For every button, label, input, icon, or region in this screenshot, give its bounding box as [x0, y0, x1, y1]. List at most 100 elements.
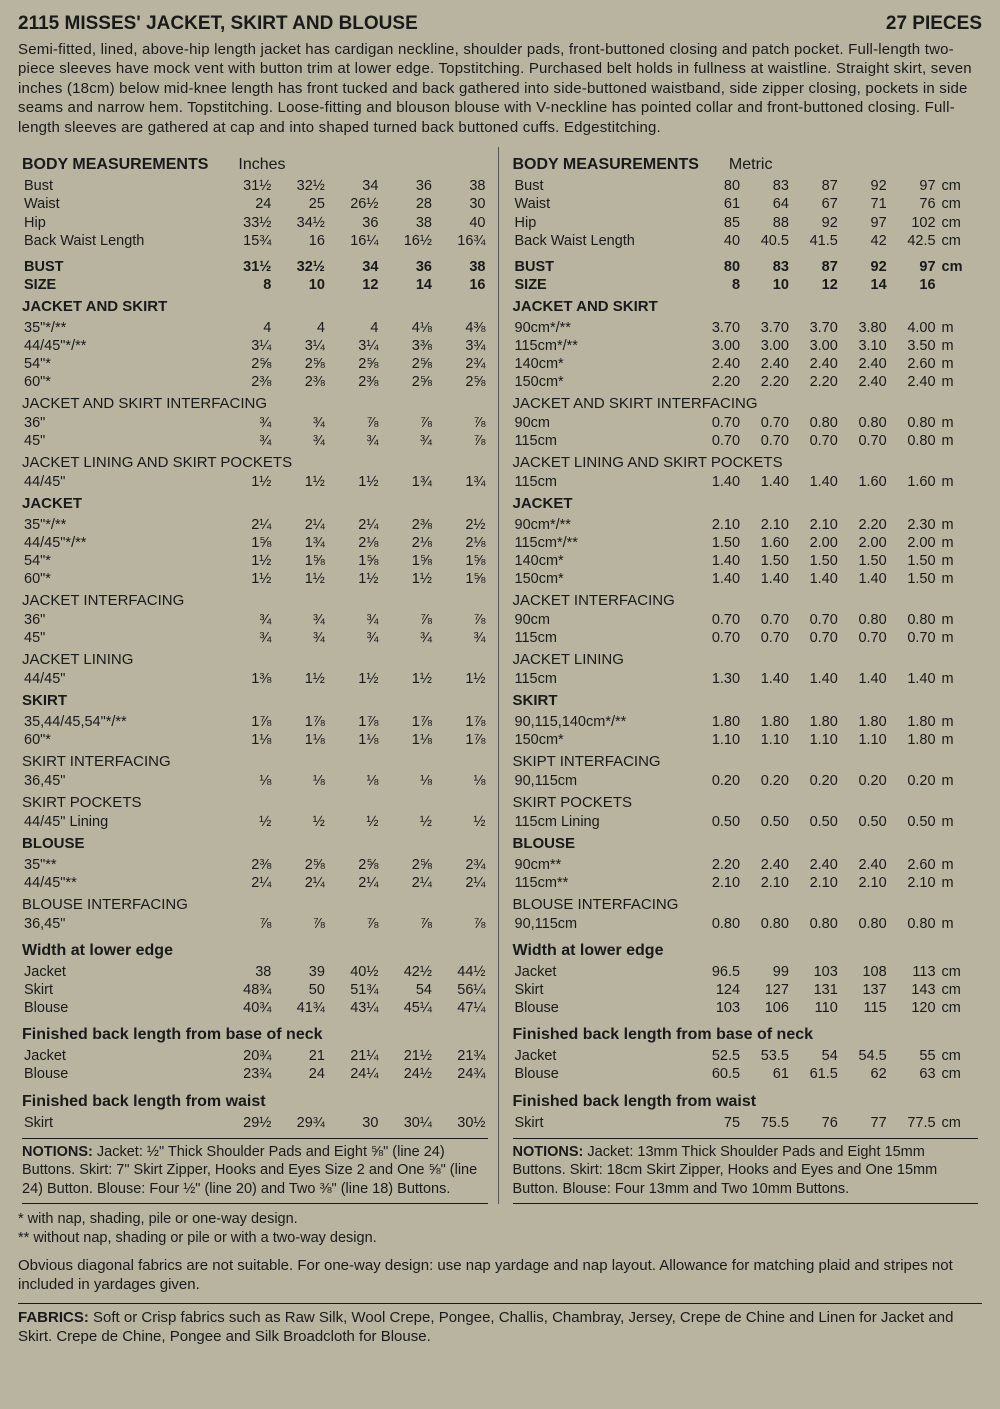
value-cell: 50 — [273, 981, 327, 999]
value-cell: 1⅝ — [273, 552, 327, 570]
value-cell: 0.70 — [742, 432, 791, 450]
value-cell: 4 — [273, 319, 327, 337]
value-cell: 2⅝ — [380, 373, 434, 391]
value-cell: 2.10 — [742, 874, 791, 892]
value-cell: 0.80 — [742, 915, 791, 933]
section-heading: JACKET LINING AND SKIRT POCKETS — [22, 454, 488, 473]
unit-cell: m — [938, 670, 978, 688]
unit-cell — [938, 276, 978, 294]
value-cell: 38 — [434, 177, 488, 195]
value-cell: 1.80 — [889, 713, 938, 731]
value-cell: 2.20 — [693, 373, 742, 391]
unit-cell: cm — [938, 177, 978, 195]
yardage-table: 90,115cm0.200.200.200.200.20m — [513, 772, 979, 790]
value-cell: 30½ — [434, 1114, 488, 1132]
value-cell: 24¼ — [327, 1065, 381, 1083]
value-cell: 32½ — [273, 258, 327, 276]
value-cell: 12 — [791, 276, 840, 294]
section-heading: BLOUSE — [513, 835, 979, 854]
value-cell: 75 — [693, 1114, 742, 1132]
row-label: Blouse — [513, 999, 694, 1017]
value-cell: 1.50 — [742, 552, 791, 570]
value-cell: 1½ — [273, 670, 327, 688]
value-cell: 2.00 — [889, 534, 938, 552]
value-cell: 2¼ — [380, 874, 434, 892]
unit-cell: m — [938, 629, 978, 647]
row-label: 54"* — [22, 355, 220, 373]
value-cell: 2.00 — [840, 534, 889, 552]
row-label: 36,45" — [22, 772, 220, 790]
value-cell: 4 — [220, 319, 274, 337]
value-cell: 1.40 — [840, 570, 889, 588]
value-cell: 0.70 — [791, 611, 840, 629]
unit-cell: cm — [938, 1114, 978, 1132]
value-cell: 0.50 — [889, 813, 938, 831]
header: 2115 MISSES' JACKET, SKIRT AND BLOUSE 27… — [18, 12, 982, 36]
finished-heading: Width at lower edge — [22, 941, 488, 961]
value-cell: 1⅝ — [434, 570, 488, 588]
value-cell: 2.10 — [693, 874, 742, 892]
row-label: SIZE — [513, 276, 694, 294]
value-cell: 54 — [791, 1047, 840, 1065]
value-cell: 1½ — [220, 552, 274, 570]
value-cell: 43¼ — [327, 999, 381, 1017]
yardage-table: 35"*/**4444⅛4⅜44/45"*/**3¼3¼3¼3⅜3¾54"*2⅝… — [22, 319, 488, 392]
unit-cell: cm — [938, 214, 978, 232]
value-cell: 8 — [220, 276, 274, 294]
value-cell: 0.80 — [840, 414, 889, 432]
value-cell: 0.70 — [693, 414, 742, 432]
bust-size-table: BUST31½32½343638SIZE810121416 — [22, 258, 488, 294]
value-cell: 2¼ — [220, 874, 274, 892]
value-cell: 60.5 — [693, 1065, 742, 1083]
value-cell: 16½ — [380, 232, 434, 250]
value-cell: 1.10 — [840, 731, 889, 749]
yardage-table: 36"¾¾⅞⅞⅞45"¾¾¾¾⅞ — [22, 414, 488, 450]
unit-cell: m — [938, 355, 978, 373]
value-cell: 1.40 — [693, 473, 742, 491]
value-cell: ¾ — [327, 432, 381, 450]
value-cell: 2⅝ — [434, 373, 488, 391]
value-cell: ⅛ — [380, 772, 434, 790]
value-cell: ½ — [273, 813, 327, 831]
value-cell: ¾ — [273, 629, 327, 647]
value-cell: 42.5 — [889, 232, 938, 250]
value-cell: 1.10 — [791, 731, 840, 749]
value-cell: 24½ — [380, 1065, 434, 1083]
value-cell: 3¼ — [327, 337, 381, 355]
unit-cell: m — [938, 915, 978, 933]
value-cell: 24 — [273, 1065, 327, 1083]
yardage-table: 35"**2⅜2⅝2⅝2⅝2¾44/45"**2¼2¼2¼2¼2¼ — [22, 856, 488, 892]
value-cell: 2⅜ — [327, 373, 381, 391]
row-label: Blouse — [22, 999, 220, 1017]
description: Semi-fitted, lined, above-hip length jac… — [18, 40, 982, 138]
value-cell: 38 — [220, 963, 274, 981]
yardage-table: 35"*/**2¼2¼2¼2⅜2½44/45"*/**1⅝1¾2⅛2⅛2⅛54"… — [22, 516, 488, 589]
design-notes: Obvious diagonal fabrics are not suitabl… — [18, 1256, 982, 1295]
value-cell: 2⅝ — [327, 856, 381, 874]
value-cell: 2.40 — [742, 355, 791, 373]
yardage-table: 90,115cm0.800.800.800.800.80m — [513, 915, 979, 933]
value-cell: 21½ — [380, 1047, 434, 1065]
value-cell: ⅞ — [327, 915, 381, 933]
unit-cell: cm — [938, 999, 978, 1017]
value-cell: 1½ — [380, 670, 434, 688]
row-label: 44/45" Lining — [22, 813, 220, 831]
value-cell: ¾ — [273, 432, 327, 450]
value-cell: 45¼ — [380, 999, 434, 1017]
body-table: Bust31½32½343638Waist242526½2830Hip33½34… — [22, 177, 488, 250]
value-cell: ⅛ — [327, 772, 381, 790]
value-cell: 1.50 — [840, 552, 889, 570]
section-heading: BLOUSE — [22, 835, 488, 854]
unit-cell: m — [938, 414, 978, 432]
row-label: 35"** — [22, 856, 220, 874]
value-cell: 1⅛ — [273, 731, 327, 749]
value-cell: 143 — [889, 981, 938, 999]
row-label: Skirt — [22, 981, 220, 999]
unit-cell: cm — [938, 963, 978, 981]
value-cell: 106 — [742, 999, 791, 1017]
value-cell: 1⅛ — [380, 731, 434, 749]
value-cell: 2.40 — [791, 856, 840, 874]
value-cell: 10 — [742, 276, 791, 294]
value-cell: 1.40 — [693, 552, 742, 570]
value-cell: 21¼ — [327, 1047, 381, 1065]
